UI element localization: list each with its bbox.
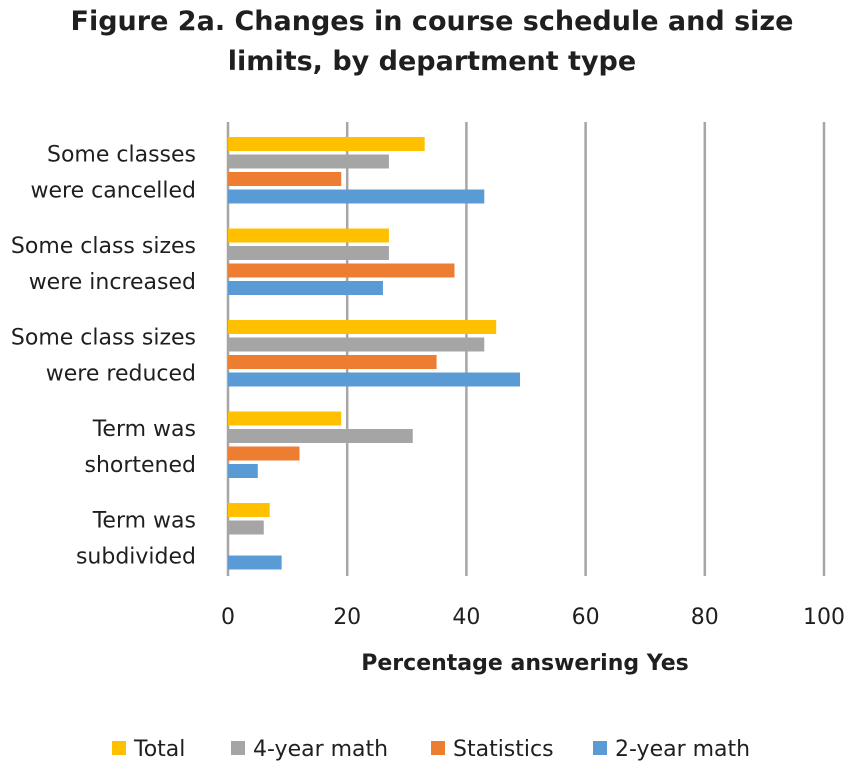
bar-total-2 — [228, 320, 497, 334]
legend-label-statistics: Statistics — [453, 737, 554, 762]
x-axis-title: Percentage answering Yes — [361, 651, 688, 676]
bar-statistics-3 — [228, 446, 300, 461]
bar-2-year-math-2 — [228, 372, 521, 387]
category-label: shortened — [84, 453, 196, 478]
x-tick-label: 80 — [691, 605, 719, 630]
bar-4-year-math-2 — [228, 337, 485, 352]
x-tick-label: 40 — [452, 605, 480, 630]
category-label: were increased — [29, 270, 196, 295]
bar-2-year-math-3 — [228, 464, 258, 478]
legend-swatch-statistics — [431, 741, 445, 755]
bar-4-year-math-0 — [228, 154, 389, 169]
x-tick-label: 0 — [221, 605, 235, 630]
bar-total-1 — [228, 228, 389, 243]
bar-4-year-math-3 — [228, 429, 413, 443]
bar-4-year-math-4 — [228, 520, 264, 535]
category-label: Some class sizes — [11, 325, 196, 350]
category-labels: Some classes were cancelled Some class siz… — [11, 142, 196, 569]
bar-2-year-math-1 — [228, 281, 383, 295]
legend-label-2-year-math: 2-year math — [615, 737, 750, 762]
x-tick-labels: 0 20 40 60 80 100 — [221, 605, 845, 630]
legend: Total 4-year math Statistics 2-year math — [112, 737, 750, 762]
chart-title-line-1: Figure 2a. Changes in course schedule an… — [71, 6, 794, 37]
bar-statistics-2 — [228, 355, 437, 369]
bar-series — [228, 137, 521, 570]
bar-2-year-math-0 — [228, 189, 485, 204]
bar-total-4 — [228, 503, 270, 517]
bar-total-0 — [228, 137, 425, 151]
legend-swatch-2-year-math — [593, 741, 607, 755]
chart-title-line-2: limits, by department type — [228, 46, 636, 77]
category-label: subdivided — [76, 544, 196, 569]
bar-total-3 — [228, 411, 342, 426]
category-label: were cancelled — [31, 178, 197, 203]
legend-label-total: Total — [133, 737, 185, 762]
bar-statistics-1 — [228, 263, 455, 278]
category-label: Term was — [92, 508, 196, 533]
bar-2-year-math-4 — [228, 555, 282, 570]
chart-title: Figure 2a. Changes in course schedule an… — [71, 6, 794, 77]
x-tick-label: 100 — [803, 605, 845, 630]
category-label: Term was — [92, 417, 196, 442]
bar-4-year-math-1 — [228, 246, 389, 260]
category-label: Some classes — [47, 142, 196, 167]
category-label: Some class sizes — [11, 234, 196, 259]
bar-statistics-0 — [228, 172, 342, 186]
x-tick-label: 60 — [572, 605, 600, 630]
legend-swatch-total — [112, 741, 126, 755]
x-tick-label: 20 — [333, 605, 361, 630]
legend-swatch-4-year-math — [231, 741, 245, 755]
category-label: were reduced — [46, 361, 196, 386]
legend-label-4-year-math: 4-year math — [253, 737, 388, 762]
